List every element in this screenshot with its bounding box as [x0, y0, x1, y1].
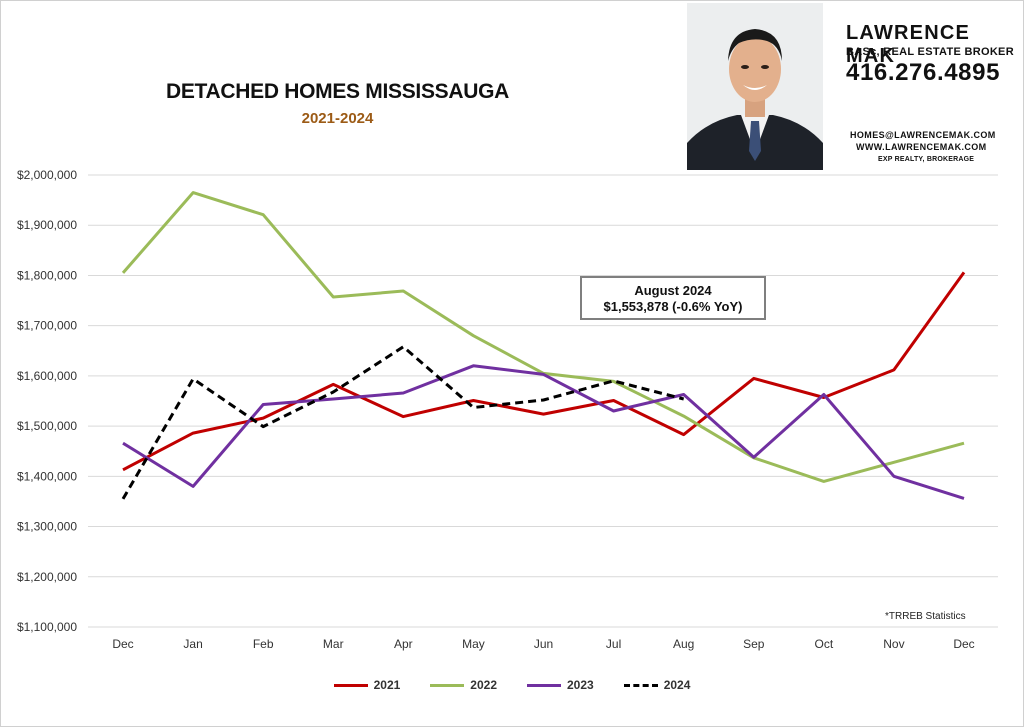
legend-item-2021: 2021	[333, 678, 401, 692]
legend-swatch	[527, 683, 561, 687]
agent-name: LAWRENCE MAK	[846, 22, 971, 67]
agent-brokerage: EXP REALTY, BROKERAGE	[878, 156, 975, 163]
gridlines	[88, 174, 998, 628]
agent-email: HOMES@LAWRENCEMAK.COM	[850, 130, 996, 140]
x-tick-label: Dec	[953, 637, 974, 651]
legend-swatch	[430, 683, 465, 687]
x-tick-label: May	[462, 637, 485, 651]
y-tick-label: $1,500,000	[17, 419, 77, 433]
chart-subtitle: 2021-2024	[301, 110, 374, 127]
x-tick-label: Nov	[883, 637, 904, 651]
x-tick-label: Aug	[673, 637, 694, 651]
y-tick-label: $1,900,000	[17, 218, 77, 232]
x-tick-label: Oct	[814, 637, 833, 651]
x-tick-label: Apr	[394, 637, 413, 651]
callout-title: August 2024	[634, 283, 712, 298]
series-line-2022	[121, 191, 965, 483]
series-line-2021	[122, 271, 966, 472]
legend-item-2022: 2022	[430, 678, 497, 692]
agent-photo	[687, 3, 823, 170]
source-note: *TRREB Statistics	[885, 611, 966, 622]
y-tick-label: $1,300,000	[17, 520, 77, 534]
y-tick-label: $1,400,000	[17, 469, 77, 483]
x-tick-label: Sep	[743, 637, 765, 651]
legend-swatch	[333, 683, 368, 687]
x-tick-label: Dec	[112, 637, 133, 651]
legend-label: 2021	[373, 678, 401, 692]
legend-label: 2023	[567, 678, 594, 692]
y-tick-label: $1,600,000	[17, 369, 77, 383]
legend-label: 2022	[470, 678, 497, 692]
agent-phone: 416.276.4895	[846, 59, 1001, 86]
x-tick-label: Jun	[534, 637, 553, 651]
series-line-2023	[122, 364, 965, 500]
y-tick-label: $1,200,000	[17, 570, 77, 584]
legend-item-2023: 2023	[527, 678, 594, 692]
callout-value: $1,553,878 (-0.6% YoY)	[603, 299, 743, 314]
chart-legend: 2021 2022 2023 2024	[0, 678, 1024, 692]
legend-swatch	[623, 683, 658, 687]
y-tick-label: $2,000,000	[17, 168, 77, 182]
chart-title: DETACHED HOMES MISSISSAUGA	[165, 80, 509, 103]
agent-credentials: BASc, REAL ESTATE BROKER	[846, 46, 1014, 58]
x-tick-label: Feb	[253, 637, 274, 651]
y-tick-label: $1,800,000	[17, 268, 77, 282]
y-axis-ticks: $1,100,000 $1,200,000 $1,300,000 $1,400,000…	[17, 168, 77, 634]
legend-label: 2024	[663, 678, 691, 692]
x-axis-ticks: Dec Jan Feb Mar Apr May Jun Jul Aug Sep Oct Nov Dec	[112, 637, 974, 651]
y-tick-label: $1,100,000	[17, 620, 77, 634]
x-tick-label: Mar	[323, 637, 344, 651]
agent-website: WWW.LAWRENCEMAK.COM	[856, 142, 987, 152]
series-lines	[121, 191, 966, 500]
x-tick-label: Jan	[183, 637, 202, 651]
legend-item-2024: 2024	[623, 678, 691, 692]
x-tick-label: Jul	[606, 637, 621, 651]
august-2024-callout: August 2024 $1,553,878 (-0.6% YoY)	[580, 276, 766, 320]
y-tick-label: $1,700,000	[17, 319, 77, 333]
